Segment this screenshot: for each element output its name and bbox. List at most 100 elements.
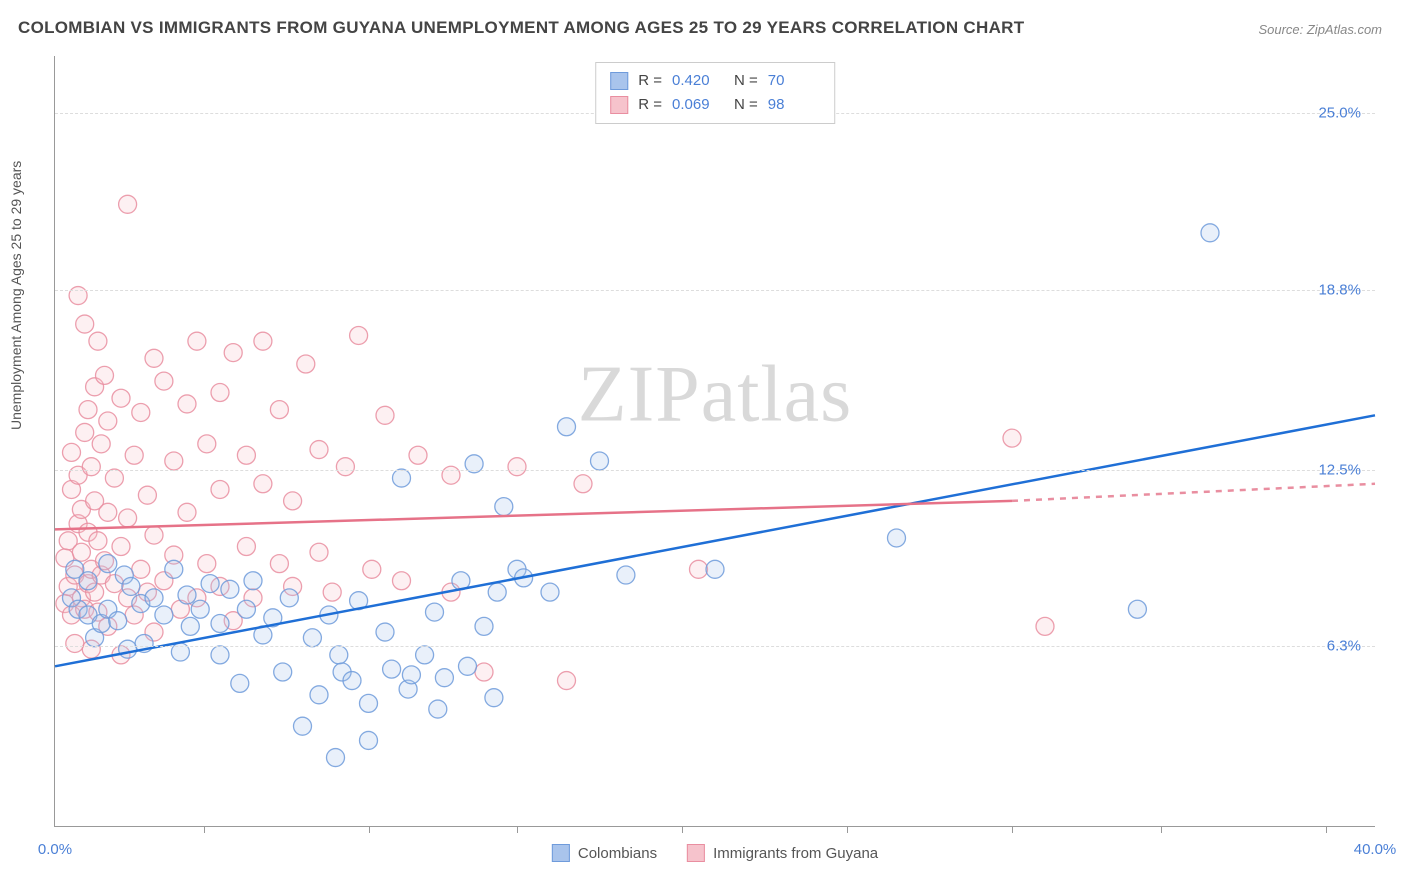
data-point	[66, 634, 84, 652]
data-point	[178, 586, 196, 604]
data-point	[591, 452, 609, 470]
data-point	[145, 589, 163, 607]
data-point	[188, 332, 206, 350]
data-point	[429, 700, 447, 718]
data-point	[99, 503, 117, 521]
gridline	[55, 290, 1375, 291]
legend-item-blue: Colombians	[552, 844, 657, 862]
data-point	[122, 577, 140, 595]
data-point	[270, 555, 288, 573]
data-point	[76, 315, 94, 333]
data-point	[409, 446, 427, 464]
data-point	[284, 492, 302, 510]
data-point	[280, 589, 298, 607]
x-tick	[1161, 826, 1162, 833]
legend-series: Colombians Immigrants from Guyana	[552, 844, 878, 862]
data-point	[72, 543, 90, 561]
data-point	[323, 583, 341, 601]
data-point	[1003, 429, 1021, 447]
legend-row-blue: R = 0.420 N = 70	[610, 69, 820, 93]
data-point	[363, 560, 381, 578]
data-point	[254, 475, 272, 493]
data-point	[145, 349, 163, 367]
swatch-pink	[687, 844, 705, 862]
source-attribution: Source: ZipAtlas.com	[1258, 22, 1382, 37]
data-point	[1201, 224, 1219, 242]
data-point	[79, 572, 97, 590]
data-point	[231, 674, 249, 692]
data-point	[109, 612, 127, 630]
data-point	[119, 195, 137, 213]
data-point	[211, 480, 229, 498]
data-point	[63, 443, 81, 461]
data-point	[96, 366, 114, 384]
y-tick-label: 18.8%	[1318, 281, 1361, 298]
data-point	[92, 435, 110, 453]
x-max-label: 40.0%	[1354, 841, 1397, 858]
swatch-blue	[552, 844, 570, 862]
regression-line	[1012, 484, 1375, 501]
data-point	[706, 560, 724, 578]
data-point	[393, 469, 411, 487]
swatch-blue	[610, 72, 628, 90]
data-point	[508, 458, 526, 476]
data-point	[294, 717, 312, 735]
data-point	[402, 666, 420, 684]
data-point	[99, 412, 117, 430]
data-point	[475, 663, 493, 681]
data-point	[541, 583, 559, 601]
data-point	[224, 344, 242, 362]
x-tick	[1326, 826, 1327, 833]
data-point	[99, 555, 117, 573]
chart-title: COLOMBIAN VS IMMIGRANTS FROM GUYANA UNEM…	[18, 18, 1024, 38]
data-point	[112, 389, 130, 407]
data-point	[360, 694, 378, 712]
gridline	[55, 470, 1375, 471]
y-tick-label: 6.3%	[1327, 638, 1361, 655]
data-point	[426, 603, 444, 621]
n-label: N =	[734, 69, 758, 93]
data-point	[244, 572, 262, 590]
y-tick-label: 25.0%	[1318, 105, 1361, 122]
x-tick	[847, 826, 848, 833]
data-point	[1036, 617, 1054, 635]
data-point	[211, 646, 229, 664]
legend-label-blue: Colombians	[578, 845, 657, 862]
data-point	[89, 332, 107, 350]
data-point	[178, 503, 196, 521]
data-point	[617, 566, 635, 584]
legend-correlation: R = 0.420 N = 70 R = 0.069 N = 98	[595, 62, 835, 124]
data-point	[178, 395, 196, 413]
data-point	[105, 469, 123, 487]
data-point	[237, 600, 255, 618]
data-point	[558, 672, 576, 690]
data-point	[690, 560, 708, 578]
data-point	[350, 326, 368, 344]
data-point	[303, 629, 321, 647]
data-point	[211, 384, 229, 402]
plot-area: ZIPatlas R = 0.420 N = 70 R = 0.069 N = …	[54, 56, 1375, 827]
data-point	[274, 663, 292, 681]
data-point	[376, 406, 394, 424]
data-point	[112, 538, 130, 556]
data-point	[488, 583, 506, 601]
data-point	[336, 458, 354, 476]
x-tick	[204, 826, 205, 833]
data-point	[343, 672, 361, 690]
data-point	[132, 560, 150, 578]
data-point	[119, 640, 137, 658]
data-point	[221, 580, 239, 598]
data-point	[155, 606, 173, 624]
data-point	[376, 623, 394, 641]
data-point	[330, 646, 348, 664]
data-point	[198, 435, 216, 453]
y-axis-label: Unemployment Among Ages 25 to 29 years	[8, 161, 24, 430]
data-point	[1128, 600, 1146, 618]
x-tick	[517, 826, 518, 833]
data-point	[393, 572, 411, 590]
data-point	[76, 423, 94, 441]
data-point	[237, 538, 255, 556]
data-point	[459, 657, 477, 675]
data-point	[558, 418, 576, 436]
data-point	[181, 617, 199, 635]
